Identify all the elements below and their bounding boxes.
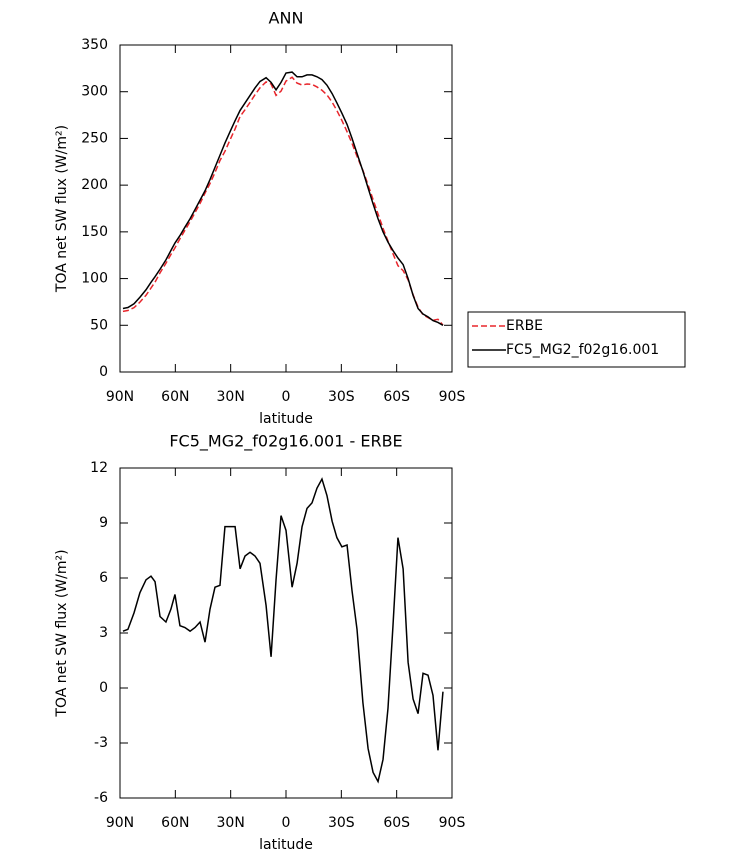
x-axis-label: latitude: [259, 837, 313, 853]
x-tick-label: 60S: [383, 389, 410, 405]
data-line: [122, 477, 444, 784]
y-tick-label: 300: [81, 84, 108, 100]
y-tick-label: 150: [81, 224, 108, 240]
plot-frame: [119, 44, 453, 373]
y-tick-label: 200: [81, 177, 108, 193]
y-tick-label: -3: [94, 735, 108, 751]
y-tick-label: 6: [99, 570, 108, 586]
x-tick-label: 60N: [161, 815, 189, 831]
y-tick-label: 50: [90, 317, 108, 333]
y-tick-label: 3: [99, 625, 108, 641]
y-tick-label: 0: [99, 680, 108, 696]
x-tick-label: 30S: [328, 389, 355, 405]
x-tick-label: 90N: [106, 815, 134, 831]
x-tick-label: 60N: [161, 389, 189, 405]
chart-title: FC5_MG2_f02g16.001 - ERBE: [169, 432, 402, 452]
x-tick-label: 30N: [217, 815, 245, 831]
legend-box: [467, 311, 686, 368]
x-tick-label: 90S: [439, 815, 466, 831]
x-tick-label: 90N: [106, 389, 134, 405]
y-tick-label: 0: [99, 364, 108, 380]
x-tick-label: 0: [282, 815, 291, 831]
y-tick-label: 350: [81, 37, 108, 53]
legend-label: FC5_MG2_f02g16.001: [506, 342, 659, 358]
x-tick-label: 60S: [383, 815, 410, 831]
y-tick-label: 250: [81, 130, 108, 146]
plot-frame: [119, 467, 453, 799]
y-axis-label: TOA net SW flux (W/m²): [54, 549, 70, 717]
data-line: [122, 76, 444, 326]
x-tick-label: 30S: [328, 815, 355, 831]
y-tick-label: 100: [81, 271, 108, 287]
x-axis-label: latitude: [259, 411, 313, 427]
y-tick-label: -6: [94, 790, 108, 806]
chart-title: ANN: [269, 9, 304, 28]
y-axis-label: TOA net SW flux (W/m²): [54, 125, 70, 293]
legend-label: ERBE: [506, 318, 543, 334]
data-line: [122, 71, 444, 326]
x-tick-label: 0: [282, 389, 291, 405]
y-tick-label: 9: [99, 515, 108, 531]
y-tick-label: 12: [90, 460, 108, 476]
x-tick-label: 90S: [439, 389, 466, 405]
x-tick-label: 30N: [217, 389, 245, 405]
